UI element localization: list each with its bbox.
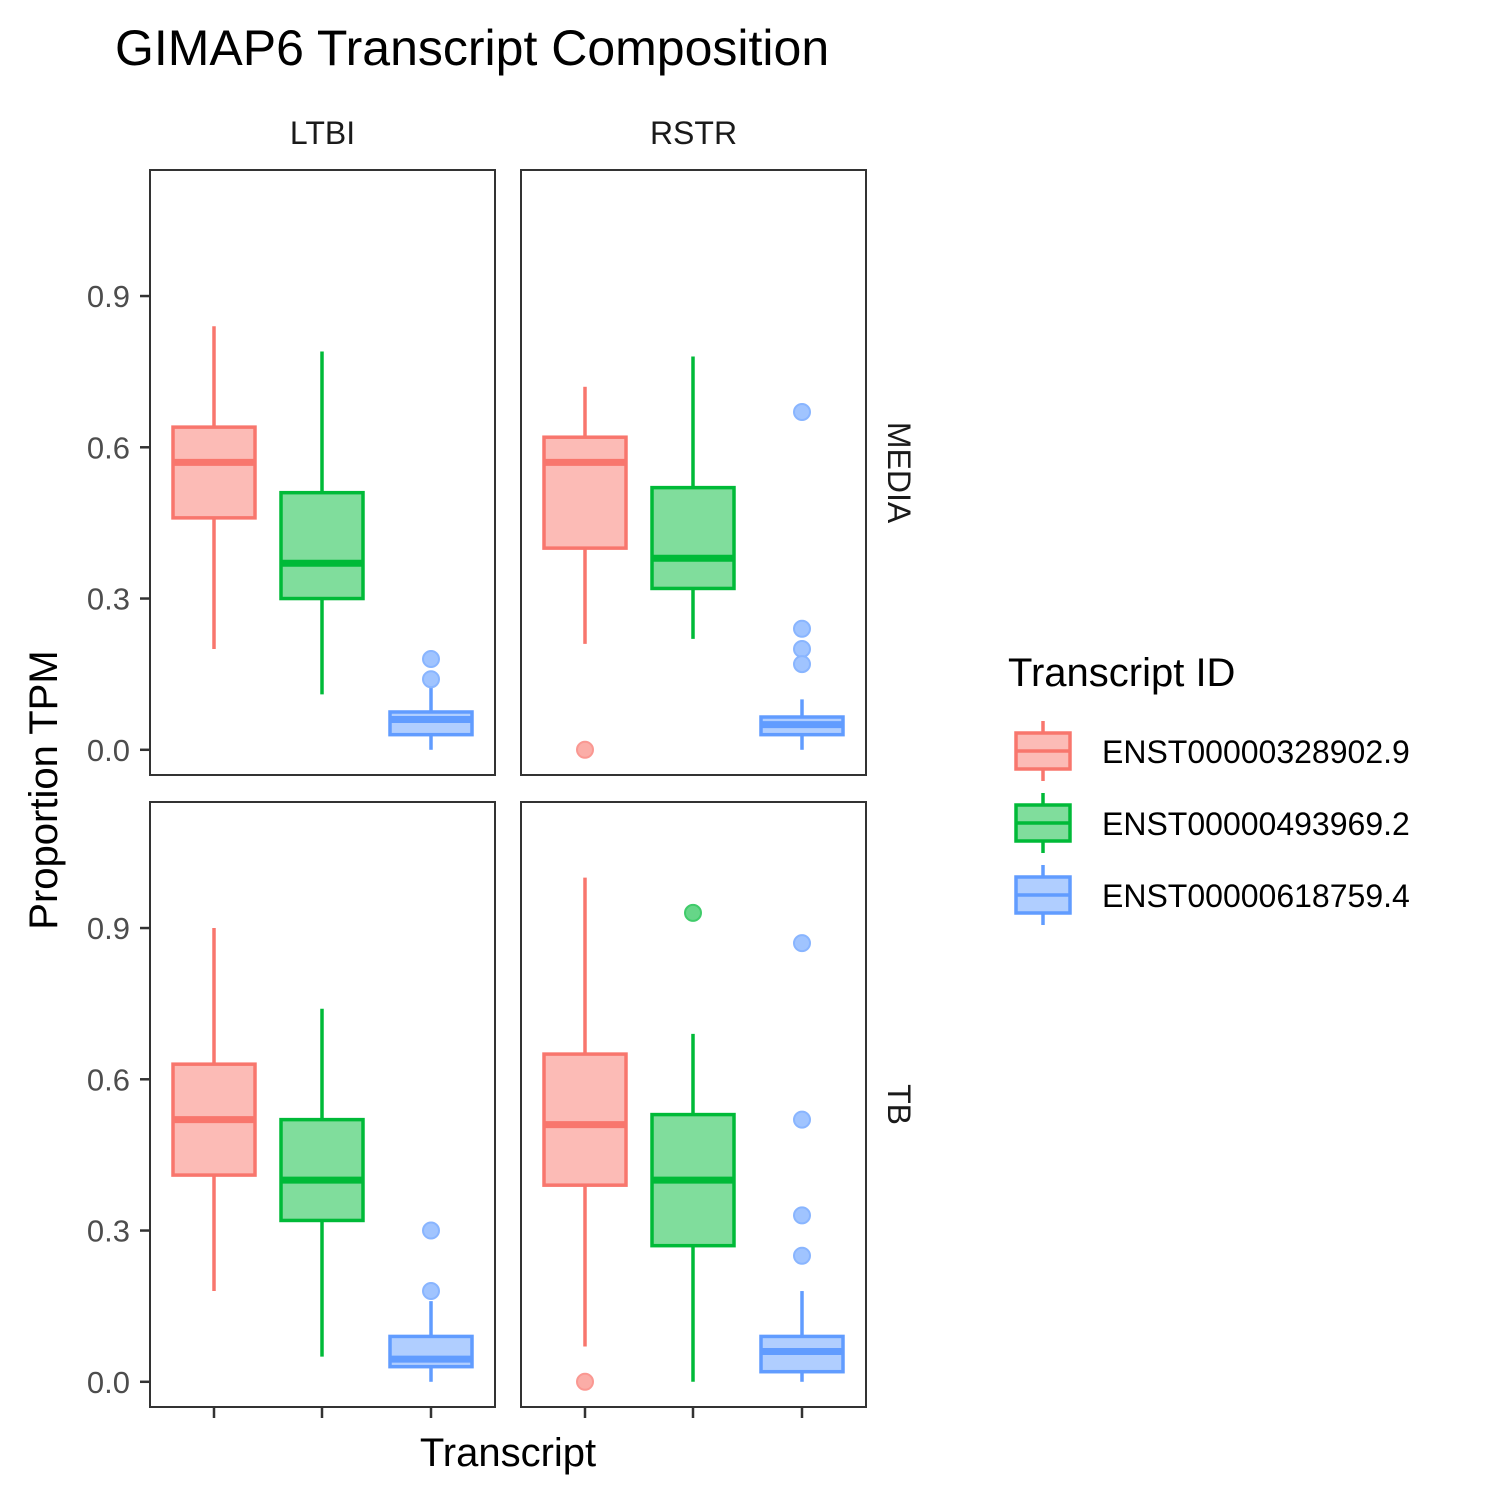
outlier-point: [422, 650, 440, 669]
box-ENST00000328902.9: [171, 326, 257, 649]
panel-border: [149, 169, 496, 776]
y-tick-label: 0.0: [87, 733, 130, 768]
y-tick-label: 0.9: [87, 911, 130, 946]
legend-entry: ENST00000618759.4: [1014, 865, 1410, 925]
legend-title: Transcript ID: [1008, 651, 1235, 695]
box-iqr: [542, 1052, 628, 1187]
y-tick-label: 0.3: [87, 1214, 130, 1249]
box-iqr: [650, 485, 736, 591]
outlier-point: [793, 403, 811, 421]
y-axis-label: Proportion TPM: [22, 650, 66, 929]
box-ENST00000618759.4: [759, 934, 845, 1382]
outlier-point: [793, 1246, 811, 1265]
outlier-point: [793, 619, 811, 638]
facet-panel: 0.0 0.3 0.6 0.9: [87, 169, 496, 776]
outlier-point: [793, 655, 811, 674]
outlier-point: [422, 670, 440, 689]
box-ENST00000493969.2: [650, 903, 736, 1382]
facet-panels: LTBI RSTR MEDIA TB 0.0 0.3 0.6 0.9 0.0 0.3 0.6 0.9: [87, 115, 917, 1418]
legend-entry: ENST00000328902.9: [1014, 721, 1410, 781]
legend-entry-label: ENST00000493969.2: [1102, 806, 1410, 842]
facet-row-label: TB: [881, 1084, 917, 1125]
chart-title: GIMAP6 Transcript Composition: [115, 20, 829, 76]
outlier-point: [793, 1206, 811, 1225]
box-ENST00000493969.2: [279, 351, 365, 695]
legend-entry-label: ENST00000618759.4: [1102, 878, 1410, 914]
y-tick-label: 0.0: [87, 1365, 130, 1400]
outlier-point: [422, 1221, 440, 1240]
box-iqr: [279, 490, 365, 601]
y-tick-label: 0.6: [87, 1062, 130, 1097]
box-ENST00000618759.4: [388, 650, 474, 750]
legend: Transcript ID ENST00000328902.9 ENST00000…: [1008, 651, 1410, 925]
box-ENST00000328902.9: [542, 877, 628, 1391]
outlier-point: [422, 1282, 440, 1301]
facet-panel: [520, 801, 867, 1418]
box-ENST00000618759.4: [759, 403, 845, 750]
box-iqr: [388, 710, 474, 737]
facet-col-label: RSTR: [650, 115, 737, 151]
y-tick-label: 0.9: [87, 279, 130, 314]
box-iqr: [171, 425, 257, 520]
outlier-point: [576, 1372, 594, 1391]
x-axis-label: Transcript: [420, 1431, 596, 1475]
y-tick-label: 0.6: [87, 430, 130, 465]
box-iqr: [279, 1117, 365, 1223]
outlier-point: [793, 639, 811, 658]
facet-col-label: LTBI: [290, 115, 355, 151]
legend-entry-label: ENST00000328902.9: [1102, 734, 1410, 770]
box-iqr: [542, 435, 628, 550]
facet-panel: 0.0 0.3 0.6 0.9: [87, 801, 496, 1418]
outlier-point: [793, 1110, 811, 1129]
box-ENST00000493969.2: [279, 1008, 365, 1357]
box-ENST00000328902.9: [542, 386, 628, 759]
facet-row-label: MEDIA: [881, 422, 917, 524]
outlier-point: [684, 903, 702, 922]
panel-border: [520, 169, 867, 776]
legend-entry: ENST00000493969.2: [1014, 793, 1410, 853]
facet-panel: [520, 169, 867, 776]
box-ENST00000618759.4: [388, 1221, 474, 1382]
box-ENST00000493969.2: [650, 356, 736, 639]
outlier-point: [793, 934, 811, 953]
y-tick-label: 0.3: [87, 582, 130, 617]
outlier-point: [576, 740, 594, 759]
box-ENST00000328902.9: [171, 928, 257, 1292]
